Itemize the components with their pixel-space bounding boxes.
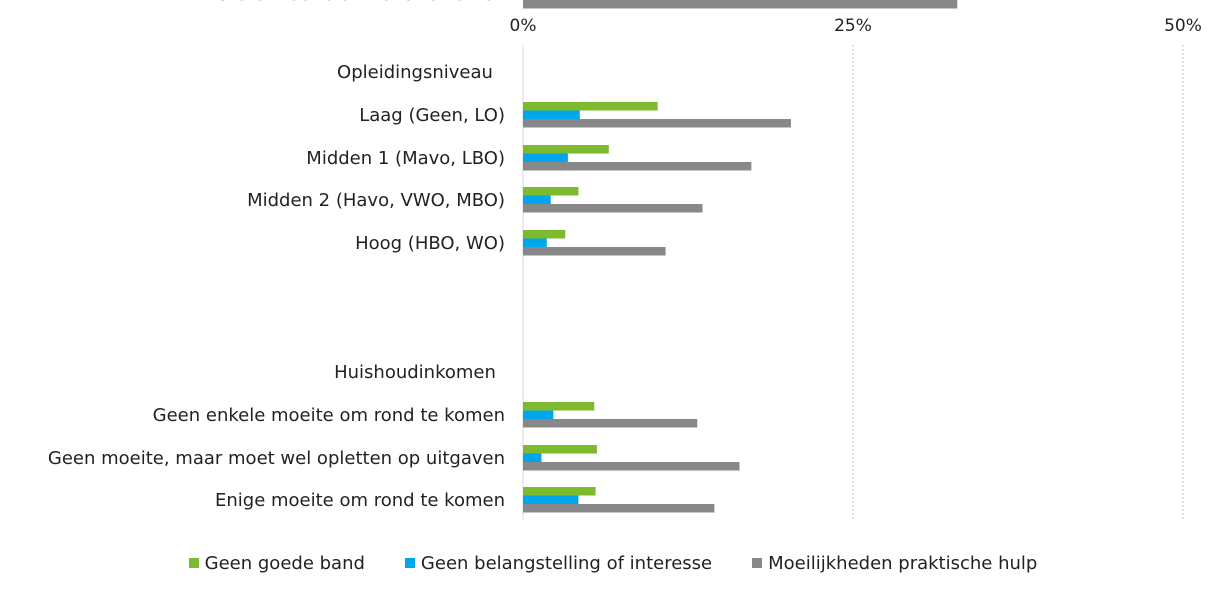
group-label: Opleidingsniveau: [337, 62, 493, 83]
x-tick-label: 25%: [834, 16, 872, 36]
category-label: Grote moeite om rond te komen: [215, 0, 505, 5]
bar: [523, 419, 698, 428]
category-label: Midden 2 (Havo, VWO, MBO): [247, 190, 505, 211]
bar: [523, 102, 658, 111]
bar: [523, 110, 580, 119]
legend-label: Moeilijkheden praktische hulp: [768, 552, 1038, 574]
legend-swatch: [188, 558, 199, 568]
bar: [523, 238, 547, 247]
bar: [523, 445, 597, 454]
legend-label: Geen goede band: [204, 552, 365, 574]
bar: [523, 162, 752, 171]
category-label: Geen moeite, maar moet wel opletten op u…: [48, 448, 505, 469]
legend-label: Geen belangstelling of interesse: [420, 552, 713, 574]
bar: [523, 145, 609, 154]
legend-item: Geen belangstelling of interesse: [404, 552, 713, 574]
category-label: Geen enkele moeite om rond te komen: [153, 405, 505, 426]
x-tick-label: 0%: [510, 16, 537, 36]
legend: Geen goede band Geen belangstelling of in…: [0, 548, 1226, 578]
category-label: Hoog (HBO, WO): [355, 233, 505, 254]
bar: [523, 495, 579, 504]
legend-swatch: [752, 558, 763, 568]
bar: [523, 0, 958, 9]
bar: [523, 487, 596, 496]
bar: [523, 247, 666, 256]
category-label: Laag (Geen, LO): [359, 105, 505, 126]
bar: [523, 230, 566, 239]
bar: [523, 195, 551, 204]
legend-item: Moeilijkheden praktische hulp: [752, 553, 1037, 574]
bar: [523, 410, 554, 419]
bar: [523, 187, 579, 196]
category-label: Enige moeite om rond te komen: [215, 490, 505, 511]
bar: [523, 462, 740, 471]
group-label: Huishoudinkomen: [334, 362, 496, 383]
x-tick-label: 50%: [1164, 16, 1202, 36]
bar: [523, 153, 568, 162]
bar: [523, 204, 703, 213]
bar: [523, 504, 715, 513]
legend-item: Geen goede band: [188, 552, 365, 574]
bar: [523, 453, 542, 462]
category-label: Midden 1 (Mavo, LBO): [306, 148, 505, 169]
legend-swatch: [404, 558, 415, 568]
bar: [523, 402, 595, 411]
chart: 0% 25% 50% Opleidingsniveau Laag (Geen, LO) M…: [48, 0, 1202, 520]
bar: [523, 119, 791, 128]
